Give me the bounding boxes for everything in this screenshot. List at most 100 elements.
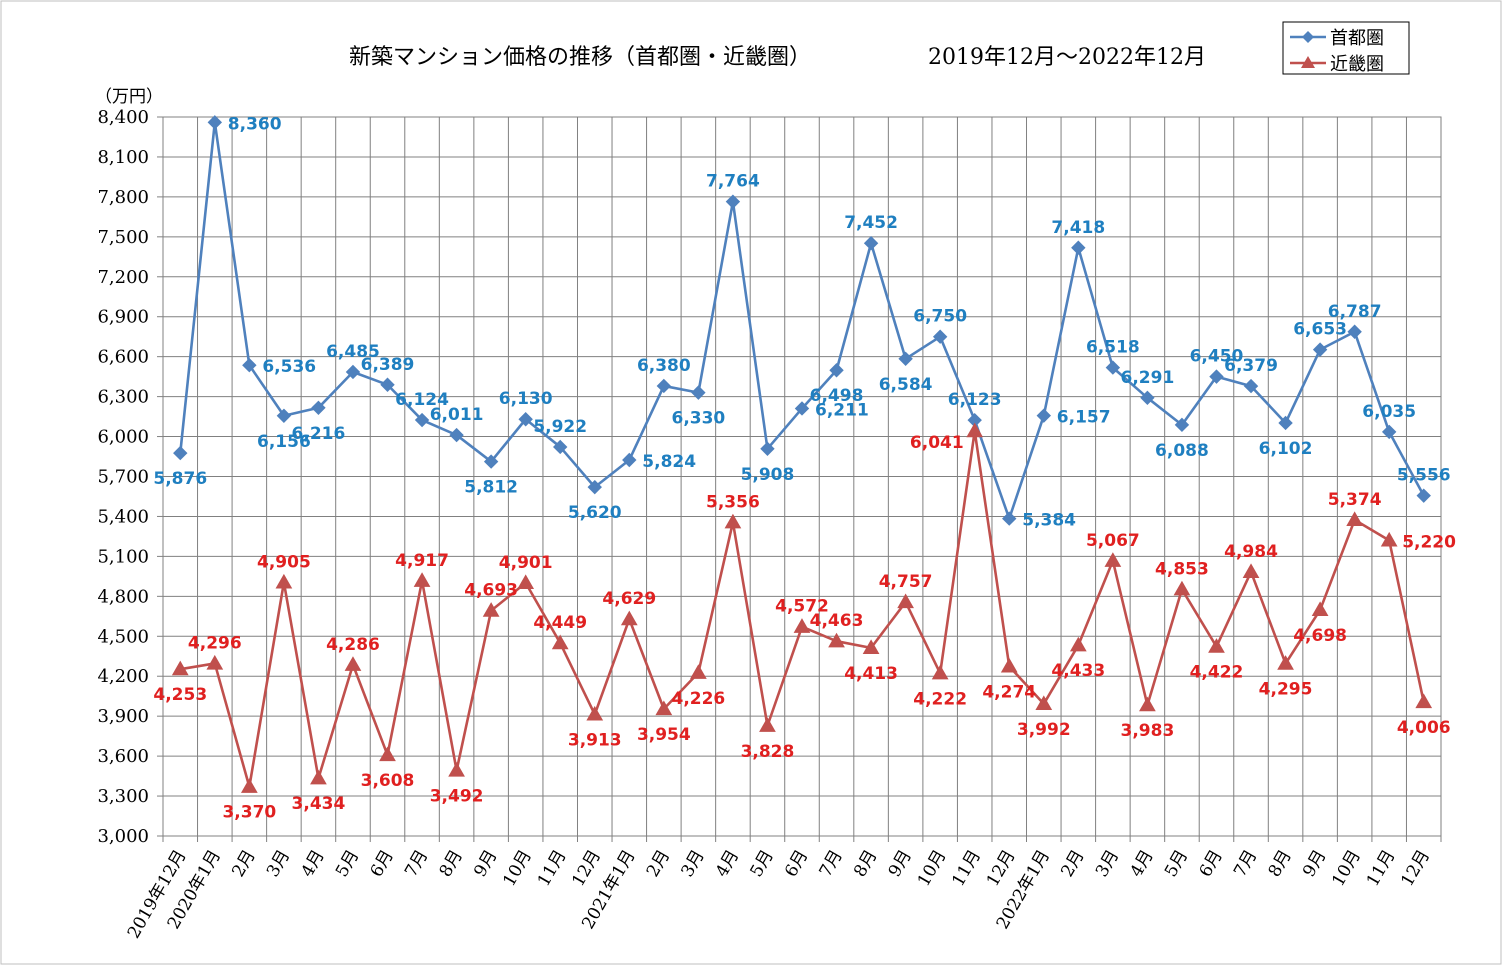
data-point-diamond [1036,408,1051,423]
data-label: 6,157 [1057,408,1111,428]
data-label: 5,824 [642,452,696,472]
y-tick-label: 4,500 [97,626,149,647]
data-label: 4,253 [153,685,207,705]
data-label: 6,750 [913,307,967,327]
data-point-triangle [759,717,776,732]
data-label: 5,384 [1022,511,1076,531]
data-point-triangle [413,572,431,587]
data-label: 4,274 [982,682,1036,702]
data-point-triangle [206,654,224,670]
y-tick-label: 8,100 [97,147,149,168]
data-label: 4,984 [1224,542,1278,562]
legend-box [1282,21,1410,75]
data-point-diamond [1071,240,1086,255]
data-point-triangle [275,573,293,589]
plot-area [162,116,1442,837]
data-point-diamond [1312,342,1328,357]
data-point-diamond [587,479,602,495]
data-label: 4,449 [533,613,587,633]
data-label: 6,102 [1259,439,1313,459]
data-label: 4,295 [1259,680,1313,700]
data-label: 5,374 [1328,490,1382,510]
data-label: 5,067 [1086,531,1140,551]
data-label: 3,608 [361,771,415,791]
data-label: 5,908 [741,465,795,485]
data-point-diamond [622,452,637,468]
y-tick-label: 6,000 [97,427,149,448]
data-point-diamond [760,441,775,457]
data-point-diamond [932,329,948,344]
data-point-diamond [1347,324,1362,339]
data-label: 6,498 [810,386,864,406]
data-label: 4,222 [913,689,967,709]
data-label: 6,330 [671,409,725,429]
data-label: 5,812 [464,478,518,498]
data-label: 5,556 [1397,466,1451,486]
legend-label: 近畿圏 [1330,54,1384,75]
legend-label: 首都圏 [1330,28,1384,49]
data-label: 6,123 [948,390,1002,410]
data-point-diamond [207,115,223,130]
y-tick-label: 6,300 [97,387,149,408]
y-tick-label: 3,600 [97,746,149,767]
data-label: 4,905 [257,552,311,572]
data-label: 6,130 [499,389,553,409]
data-label: 6,584 [879,375,933,395]
data-label: 4,433 [1051,661,1105,681]
data-point-triangle [1242,563,1260,578]
data-point-diamond [1381,424,1397,440]
y-tick-label: 3,000 [97,826,149,847]
data-point-diamond [1416,488,1431,503]
data-label: 6,035 [1362,402,1416,422]
data-point-triangle [1035,695,1053,711]
data-point-triangle [1208,638,1225,653]
data-label: 4,226 [671,689,725,709]
data-point-diamond [414,412,430,428]
data-label: 4,422 [1190,663,1244,683]
data-point-triangle [793,618,811,633]
data-label: 6,389 [361,355,415,375]
data-label: 4,286 [326,635,380,655]
data-label: 3,370 [222,803,276,823]
data-point-triangle [551,634,569,650]
data-point-diamond [898,351,913,367]
data-point-triangle [1311,601,1329,617]
y-tick-label: 4,800 [97,586,149,607]
data-label: 4,853 [1155,559,1209,579]
y-tick-label: 5,400 [97,506,149,527]
series-shutoken [173,115,1431,526]
data-label: 3,913 [568,730,622,750]
y-axis-unit-label: （万円） [95,87,163,107]
data-point-triangle [240,778,258,793]
y-tick-label: 5,700 [97,467,149,488]
data-point-triangle [931,664,949,680]
series-kinki [171,422,1433,793]
data-point-diamond [483,454,499,469]
data-point-triangle [448,761,465,777]
data-point-triangle [1415,693,1433,709]
data-point-triangle [1380,531,1398,547]
data-point-diamond [1174,417,1190,433]
y-tick-label: 4,200 [97,666,149,687]
data-point-triangle [1173,580,1191,596]
data-point-diamond [173,445,188,461]
data-label: 4,698 [1293,626,1347,646]
data-point-diamond [553,439,568,455]
data-point-diamond [1209,369,1224,384]
data-point-triangle [966,422,984,438]
data-label: 6,653 [1293,320,1347,340]
data-label: 4,572 [775,597,829,617]
data-label: 6,485 [326,342,380,362]
data-point-triangle [1069,636,1087,652]
data-point-triangle [517,574,535,590]
data-label: 6,536 [262,357,316,377]
data-label: 6,291 [1121,368,1175,388]
data-point-triangle [310,769,327,785]
legend-triangle-marker [1301,56,1315,68]
data-label: 3,828 [741,742,795,762]
